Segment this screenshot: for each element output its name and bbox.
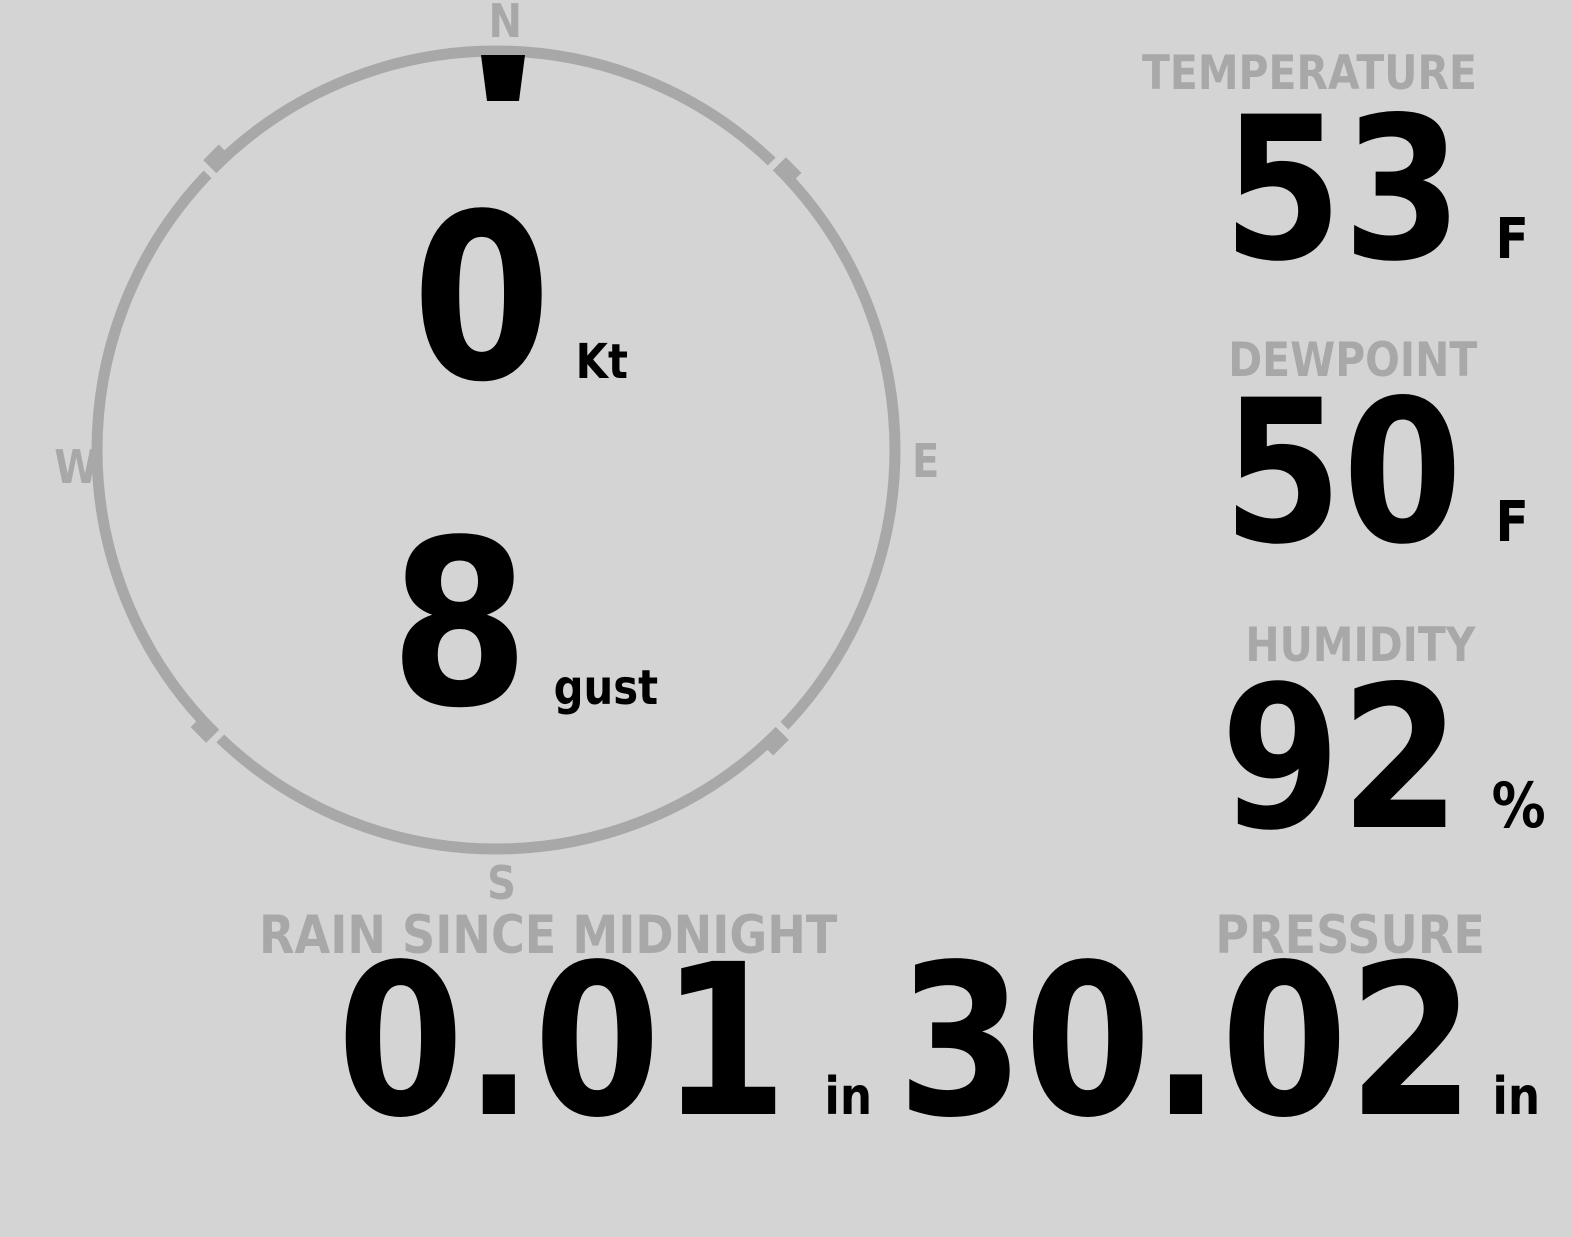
dewpoint-readout: 50 F [1223, 374, 1529, 572]
wind-speed-readout: 0 Kt [412, 185, 628, 415]
rain-value: 0.01 [337, 919, 788, 1164]
dewpoint-value: 50 [1222, 357, 1463, 588]
humidity-label: HUMIDITY [1245, 618, 1475, 673]
humidity-unit: % [1491, 769, 1546, 842]
pressure-label: PRESSURE [1215, 905, 1485, 966]
rain-readout: 0.01 in [337, 937, 872, 1147]
compass-label-south: S [487, 856, 516, 910]
tick-ne [763, 152, 802, 181]
dewpoint-label: DEWPOINT [1227, 333, 1477, 388]
compass-ring [91, 45, 901, 855]
humidity-readout: 92% [1221, 660, 1546, 858]
compass-label-north: N [488, 0, 522, 48]
compass-ring-graphic [91, 45, 901, 855]
wind-direction-marker-icon [481, 55, 525, 101]
temperature-unit: F [1495, 207, 1529, 272]
wind-gust-value: 8 [390, 492, 530, 759]
pressure-readout: 30.02 in [897, 937, 1540, 1147]
temperature-label: TEMPERATURE [1142, 46, 1477, 101]
dewpoint-unit: F [1495, 490, 1529, 555]
wind-speed-unit: Kt [575, 334, 628, 390]
wind-gust-readout: 8 gust [390, 511, 658, 741]
temperature-value: 53 [1222, 74, 1463, 305]
temperature-readout: 53 F [1223, 91, 1529, 289]
pressure-value: 30.02 [896, 919, 1475, 1164]
humidity-value: 92 [1220, 643, 1461, 874]
wind-speed-value: 0 [412, 166, 552, 433]
rain-unit: in [824, 1067, 873, 1127]
pressure-unit: in [1492, 1067, 1540, 1127]
tick-se [765, 717, 794, 756]
compass-label-east: E [912, 434, 940, 488]
wind-gust-unit: gust [553, 660, 659, 716]
tick-nw [198, 144, 227, 183]
compass-label-west: W [54, 440, 99, 494]
rain-label: RAIN SINCE MIDNIGHT [259, 905, 838, 966]
tick-sw [190, 719, 229, 748]
